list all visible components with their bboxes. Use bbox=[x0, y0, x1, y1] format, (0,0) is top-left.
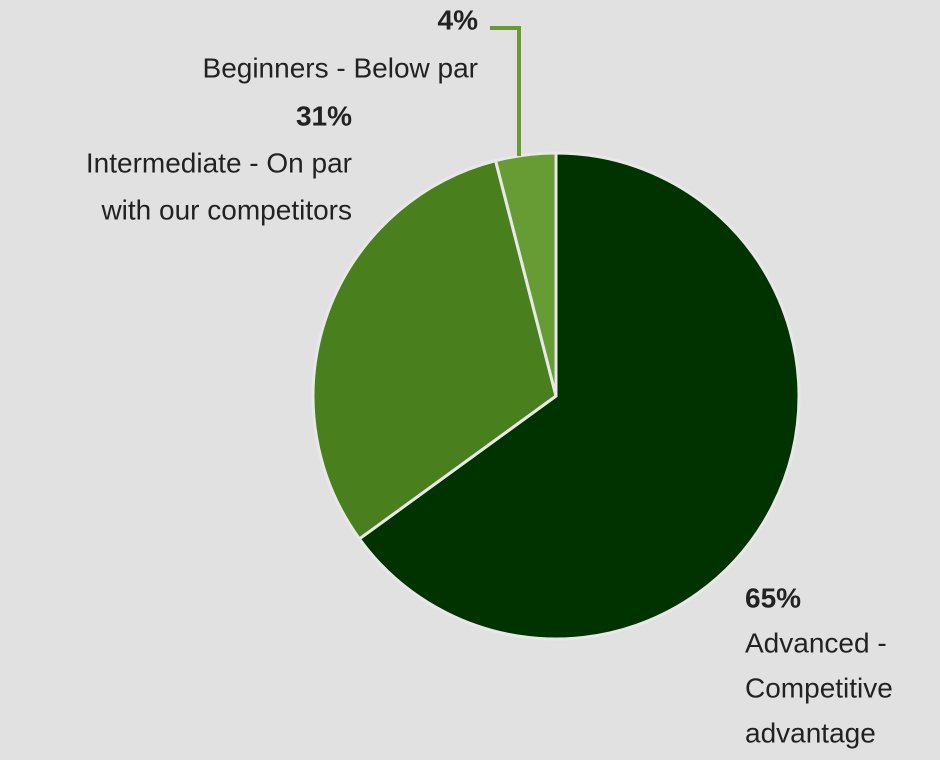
pie-slice bbox=[493, 151, 558, 397]
value-label: 4% bbox=[438, 4, 479, 35]
leader-line bbox=[490, 26, 521, 156]
pie-slice bbox=[311, 158, 558, 541]
category-label: Competitive bbox=[745, 672, 893, 703]
category-label: Beginners - Below par bbox=[203, 52, 478, 83]
category-label: advantage bbox=[745, 717, 876, 748]
category-label: Advanced - bbox=[745, 627, 887, 658]
category-label: Intermediate - On par bbox=[86, 147, 352, 178]
category-label: with our competitors bbox=[100, 194, 352, 225]
value-label: 31% bbox=[296, 100, 352, 131]
pie-slice bbox=[357, 151, 801, 641]
value-label: 65% bbox=[745, 582, 801, 613]
